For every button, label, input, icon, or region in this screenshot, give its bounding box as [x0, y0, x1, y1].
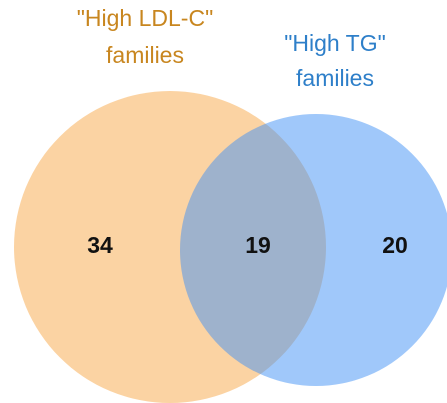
- region-count: 20: [382, 232, 408, 258]
- region-count: 34: [87, 232, 113, 258]
- set-name: "High LDL-C": [77, 5, 213, 31]
- set-name: "High TG": [284, 30, 386, 56]
- circles: [14, 91, 447, 403]
- set-circle: [180, 114, 447, 386]
- region-count: 19: [245, 232, 271, 258]
- set-subtitle: families: [106, 42, 184, 68]
- set-subtitle: families: [296, 65, 374, 91]
- labels: "High LDL-C" families "High TG" families 34 1…: [77, 5, 408, 258]
